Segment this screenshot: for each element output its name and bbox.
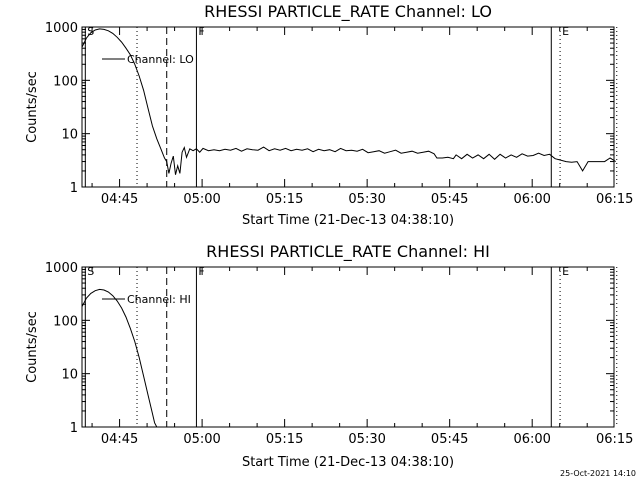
x-tick-label: 05:45 <box>431 432 468 447</box>
y-tick-label: 100 <box>53 314 78 329</box>
y-tick-label: 1 <box>70 181 78 196</box>
y-tick-label: 100 <box>53 74 78 89</box>
series-line <box>81 288 158 428</box>
x-tick-label: 05:30 <box>348 192 385 207</box>
timestamp-label: 25-Oct-2021 14:10 <box>560 469 636 478</box>
legend-label: Channel: HI <box>127 293 191 306</box>
plot-frame <box>81 266 615 428</box>
plot-frame <box>81 26 615 188</box>
marker-label: S <box>87 265 94 278</box>
chart-title: RHESSI PARTICLE_RATE Channel: LO <box>204 2 492 22</box>
chart-panel-hi: RHESSI PARTICLE_RATE Channel: HI S F E 1 10… <box>25 242 633 470</box>
y-tick-label: 1000 <box>45 21 78 36</box>
marker-label: E <box>562 265 569 278</box>
x-tick-label: 05:15 <box>266 192 303 207</box>
x-tick-label: 05:00 <box>183 192 220 207</box>
marker-label: F <box>198 25 204 38</box>
y-axis-label: Counts/sec <box>25 71 40 143</box>
chart-panel-lo: RHESSI PARTICLE_RATE Channel: LO S F E 1 10… <box>25 2 633 228</box>
marker-label: S <box>87 25 94 38</box>
x-tick-label: 04:45 <box>101 432 138 447</box>
y-axis-label: Counts/sec <box>25 311 40 383</box>
chart-title: RHESSI PARTICLE_RATE Channel: HI <box>206 242 490 262</box>
x-tick-label: 05:00 <box>183 432 220 447</box>
y-tick-label: 1 <box>70 421 78 436</box>
marker-label: F <box>198 265 204 278</box>
x-tick-label: 05:45 <box>431 192 468 207</box>
x-tick-label: 06:15 <box>596 192 633 207</box>
x-tick-label: 05:15 <box>266 432 303 447</box>
x-tick-label: 06:15 <box>596 432 633 447</box>
x-tick-label: 04:45 <box>101 192 138 207</box>
x-tick-label: 05:30 <box>348 432 385 447</box>
x-tick-label: 06:00 <box>513 192 550 207</box>
y-tick-label: 10 <box>61 128 78 143</box>
legend-label: Channel: LO <box>127 53 194 66</box>
marker-label: E <box>562 25 569 38</box>
series-line <box>81 28 616 175</box>
y-tick-label: 10 <box>61 368 78 383</box>
x-tick-label: 06:00 <box>513 432 550 447</box>
x-axis-label: Start Time (21-Dec-13 04:38:10) <box>242 213 454 228</box>
y-tick-label: 1000 <box>45 261 78 276</box>
x-axis-label: Start Time (21-Dec-13 04:38:10) <box>242 455 454 470</box>
